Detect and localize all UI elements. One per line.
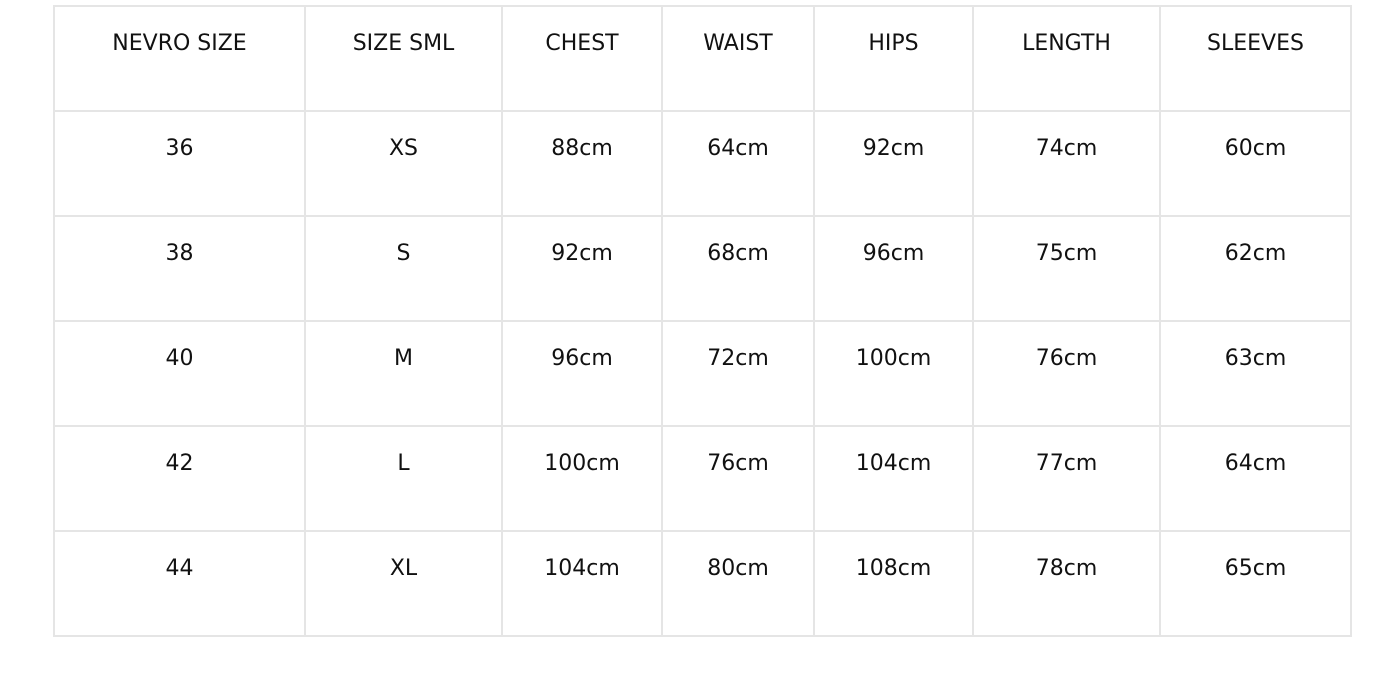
table-cell: 96cm bbox=[501, 320, 663, 427]
table-cell: 104cm bbox=[813, 425, 974, 532]
table-row: 44 XL 104cm 80cm 108cm 78cm 65cm bbox=[53, 530, 1352, 637]
header-row: NEVRO SIZE SIZE SML CHEST WAIST HIPS LENGTH SL… bbox=[53, 5, 1352, 112]
table-cell: 68cm bbox=[661, 215, 815, 322]
table-cell: 62cm bbox=[1159, 215, 1352, 322]
table-cell: 75cm bbox=[972, 215, 1161, 322]
column-header: LENGTH bbox=[972, 5, 1161, 112]
table-cell: 76cm bbox=[972, 320, 1161, 427]
table-cell: 40 bbox=[53, 320, 306, 427]
table-cell: 74cm bbox=[972, 110, 1161, 217]
table-cell: 60cm bbox=[1159, 110, 1352, 217]
column-header: CHEST bbox=[501, 5, 663, 112]
table-cell: 78cm bbox=[972, 530, 1161, 637]
table-cell: 96cm bbox=[813, 215, 974, 322]
table-cell: XL bbox=[304, 530, 503, 637]
table-body: 36 XS 88cm 64cm 92cm 74cm 60cm 38 S 92cm 68cm 96cm 7… bbox=[53, 110, 1352, 637]
table-cell: L bbox=[304, 425, 503, 532]
table-cell: 104cm bbox=[501, 530, 663, 637]
table-cell: 108cm bbox=[813, 530, 974, 637]
table-row: 38 S 92cm 68cm 96cm 75cm 62cm bbox=[53, 215, 1352, 322]
table-cell: 88cm bbox=[501, 110, 663, 217]
table-cell: 92cm bbox=[813, 110, 974, 217]
table-row: 40 M 96cm 72cm 100cm 76cm 63cm bbox=[53, 320, 1352, 427]
column-header: HIPS bbox=[813, 5, 974, 112]
table-cell: 92cm bbox=[501, 215, 663, 322]
table-cell: 38 bbox=[53, 215, 306, 322]
table-cell: 65cm bbox=[1159, 530, 1352, 637]
size-chart-table: NEVRO SIZE SIZE SML CHEST WAIST HIPS LENGTH SL… bbox=[53, 5, 1352, 637]
table-cell: 42 bbox=[53, 425, 306, 532]
table-cell: 44 bbox=[53, 530, 306, 637]
table-cell: 36 bbox=[53, 110, 306, 217]
table-cell: 80cm bbox=[661, 530, 815, 637]
table-row: 36 XS 88cm 64cm 92cm 74cm 60cm bbox=[53, 110, 1352, 217]
column-header: SIZE SML bbox=[304, 5, 503, 112]
column-header: SLEEVES bbox=[1159, 5, 1352, 112]
table-cell: 77cm bbox=[972, 425, 1161, 532]
table-cell: 100cm bbox=[501, 425, 663, 532]
table-cell: 76cm bbox=[661, 425, 815, 532]
table-row: 42 L 100cm 76cm 104cm 77cm 64cm bbox=[53, 425, 1352, 532]
table-cell: M bbox=[304, 320, 503, 427]
column-header: NEVRO SIZE bbox=[53, 5, 306, 112]
table-cell: S bbox=[304, 215, 503, 322]
table-cell: 63cm bbox=[1159, 320, 1352, 427]
table-cell: XS bbox=[304, 110, 503, 217]
table-cell: 64cm bbox=[1159, 425, 1352, 532]
table-cell: 64cm bbox=[661, 110, 815, 217]
column-header: WAIST bbox=[661, 5, 815, 112]
table-cell: 100cm bbox=[813, 320, 974, 427]
table-cell: 72cm bbox=[661, 320, 815, 427]
